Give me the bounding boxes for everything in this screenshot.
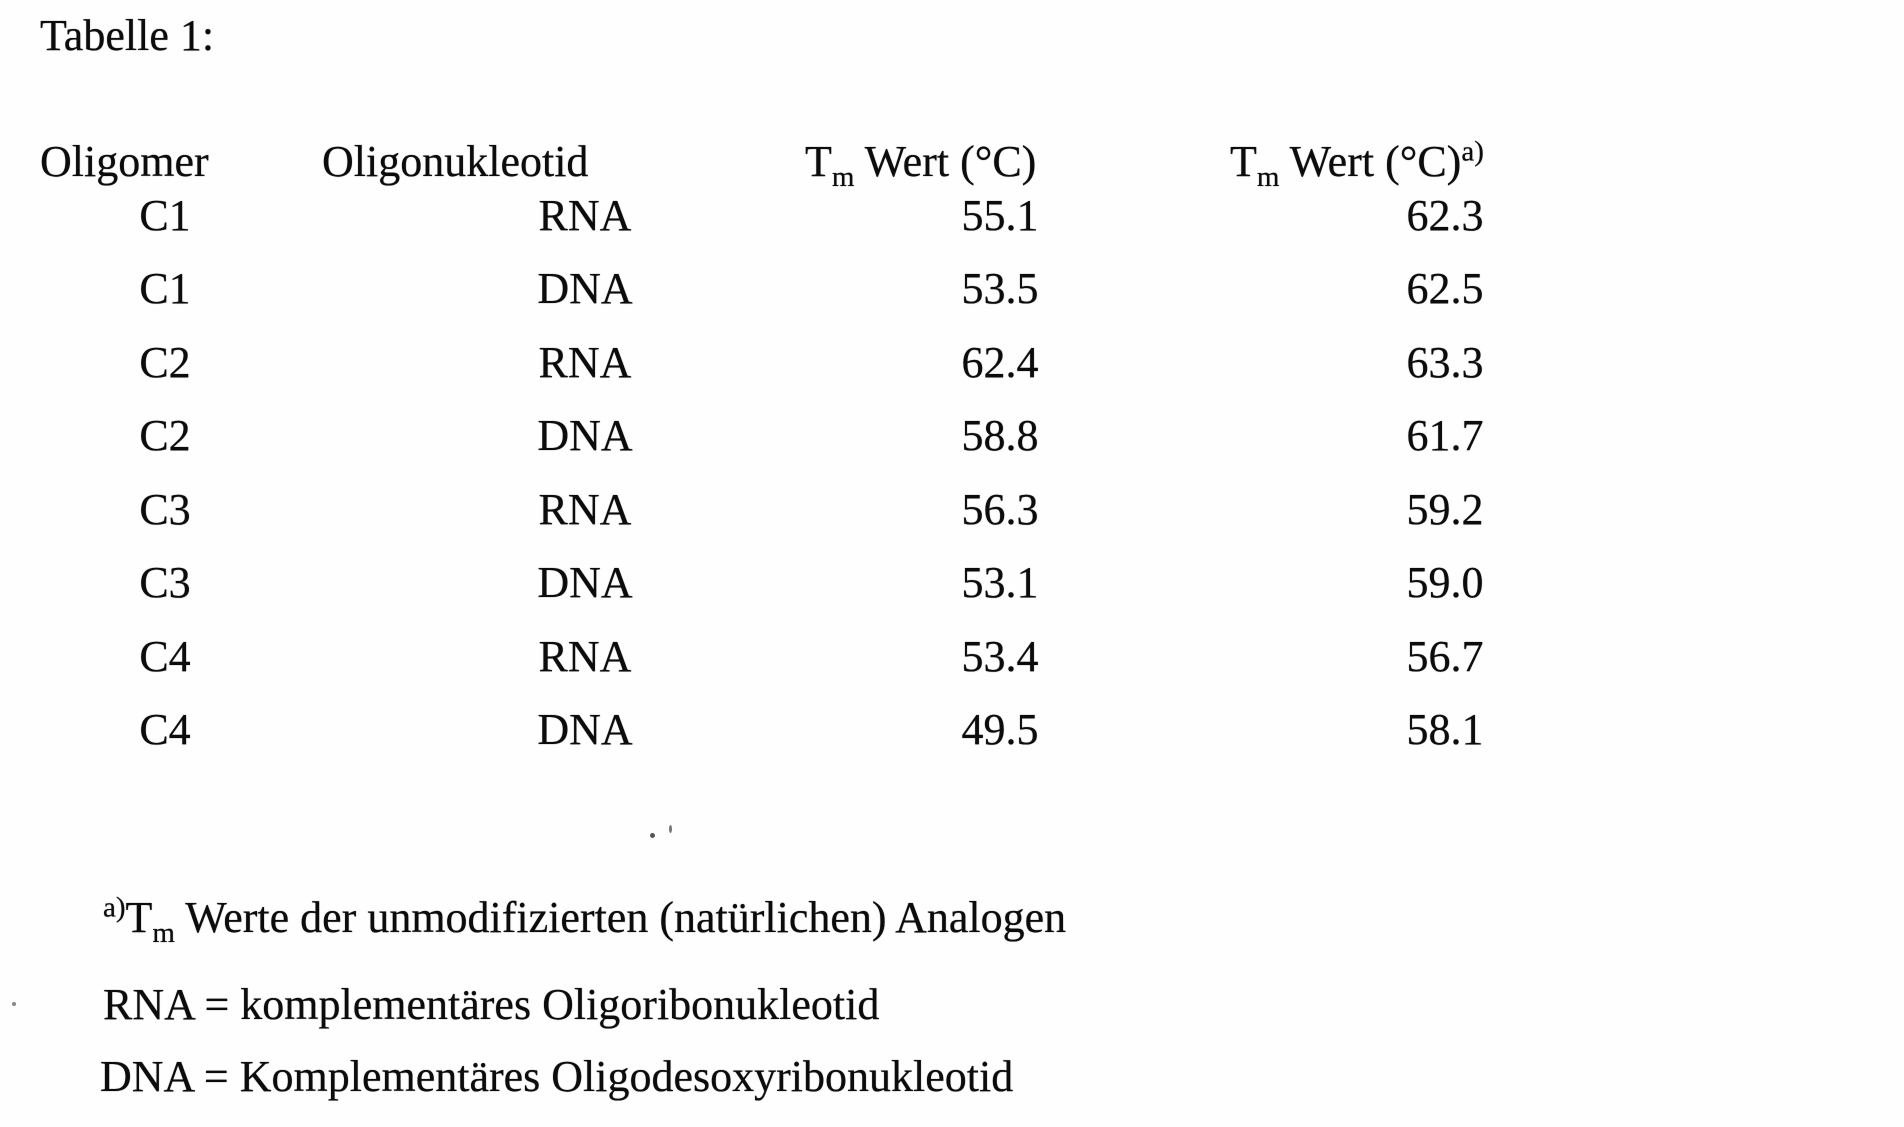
footnote-marker-a: a) [103, 891, 126, 924]
cell-oligomer: C3 [139, 558, 191, 607]
cell-oligomer: C4 [139, 632, 191, 681]
column-header-oligonukleotid: Oligonukleotid [322, 137, 589, 186]
table-row: C3 RNA 56.3 59.2 [0, 485, 1904, 546]
cell-oligonukleotid: RNA [538, 338, 632, 387]
cell-tm-wert: 53.4 [961, 632, 1039, 681]
cell-oligomer: C1 [139, 264, 191, 313]
cell-tm-wert-ref: 59.2 [1406, 485, 1484, 534]
cell-oligonukleotid: RNA [538, 485, 632, 534]
column-header-oligomer: Oligomer [40, 137, 209, 186]
footnote-a: a)Tm Werte der unmodifizierten (natürlic… [103, 891, 1067, 947]
footnote-dna-definition: DNA = Komplementäres Oligodesoxyribonukl… [100, 1052, 1014, 1101]
cell-oligonukleotid: DNA [537, 558, 633, 607]
cell-oligomer: C1 [139, 191, 191, 240]
cell-oligonukleotid: RNA [538, 632, 632, 681]
cell-tm-wert-ref: 56.7 [1406, 632, 1484, 681]
table-row: C4 RNA 53.4 56.7 [0, 632, 1904, 693]
cell-tm-wert: 53.1 [961, 558, 1039, 607]
cell-tm-wert-ref: 61.7 [1406, 411, 1484, 460]
footnote-marker-a: a) [1461, 135, 1484, 168]
cell-oligomer: C4 [139, 705, 191, 754]
tm-subscript: m [831, 160, 855, 193]
cell-oligomer: C2 [139, 411, 191, 460]
table-row: C3 DNA 53.1 59.0 [0, 558, 1904, 619]
tm-symbol: T [1230, 137, 1257, 186]
cell-oligonukleotid: DNA [537, 705, 633, 754]
tm-symbol: T [125, 893, 153, 942]
column-header-tm-wert-ref: Tm Wert (°C)a) [1230, 135, 1484, 191]
cell-tm-wert: 56.3 [961, 485, 1039, 534]
table-row: C4 DNA 49.5 58.1 [0, 705, 1904, 766]
table-title: Tabelle 1: [40, 11, 215, 60]
cell-oligomer: C3 [139, 485, 191, 534]
table-row: C2 RNA 62.4 63.3 [0, 338, 1904, 399]
tm-subscript: m [1256, 160, 1280, 193]
cell-oligonukleotid: DNA [537, 264, 633, 313]
scan-artifact-dot [650, 833, 655, 838]
table-row: C1 RNA 55.1 62.3 [0, 191, 1904, 252]
tm-symbol: T [805, 137, 832, 186]
cell-tm-wert: 55.1 [961, 191, 1039, 240]
cell-oligomer: C2 [139, 338, 191, 387]
cell-tm-wert: 53.5 [961, 264, 1039, 313]
cell-oligonukleotid: DNA [537, 411, 633, 460]
cell-tm-wert-ref: 58.1 [1406, 705, 1484, 754]
table-row: C2 DNA 58.8 61.7 [0, 411, 1904, 472]
table-row: C1 DNA 53.5 62.5 [0, 264, 1904, 325]
tm-subscript: m [152, 916, 175, 949]
cell-tm-wert-ref: 62.3 [1406, 191, 1484, 240]
scan-artifact-dot [12, 1002, 16, 1006]
scan-artifact-dot [669, 825, 672, 833]
cell-oligonukleotid: RNA [538, 191, 632, 240]
cell-tm-wert-ref: 62.5 [1406, 264, 1484, 313]
footnote-rna-definition: RNA = komplementäres Oligoribonukleotid [103, 980, 880, 1029]
cell-tm-wert-ref: 59.0 [1406, 558, 1484, 607]
tm-wert-unit: Wert (°C) [1279, 137, 1462, 186]
cell-tm-wert: 49.5 [961, 705, 1039, 754]
column-header-tm-wert: Tm Wert (°C) [805, 137, 1037, 191]
cell-tm-wert-ref: 63.3 [1406, 338, 1484, 387]
cell-tm-wert: 58.8 [961, 411, 1039, 460]
tm-wert-unit: Wert (°C) [854, 137, 1037, 186]
cell-tm-wert: 62.4 [961, 338, 1039, 387]
footnote-a-text: Werte der unmodifizierten (natürlichen) … [174, 893, 1067, 942]
